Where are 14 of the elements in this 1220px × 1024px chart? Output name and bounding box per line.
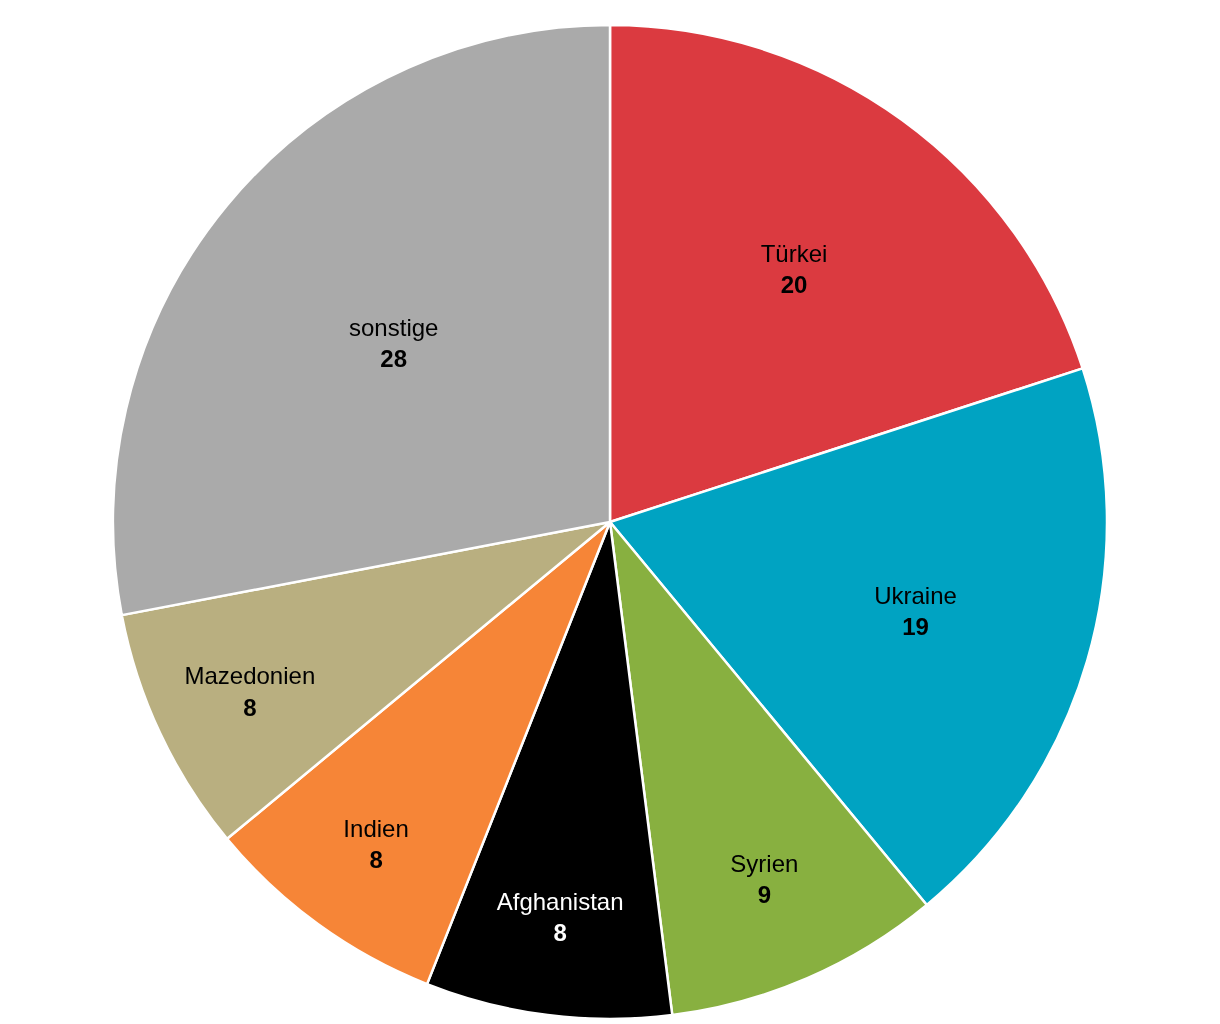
data-label: 8 (553, 918, 567, 946)
slice-label: Türkei (760, 239, 828, 267)
slice-label: Mazedonien (184, 662, 316, 690)
data-label: 28 (380, 345, 408, 373)
data-label: 8 (369, 846, 383, 874)
data-label: 20 (780, 270, 808, 298)
slice-label: Indien (343, 814, 409, 842)
slice-label: Ukraine (874, 581, 957, 609)
data-label: 9 (757, 880, 772, 908)
data-label: 19 (902, 612, 929, 640)
slice-label: Syrien (730, 849, 799, 877)
slice-label: Afghanistan (496, 887, 624, 915)
data-label: 8 (243, 693, 257, 721)
slice-label: sonstige (349, 313, 439, 341)
